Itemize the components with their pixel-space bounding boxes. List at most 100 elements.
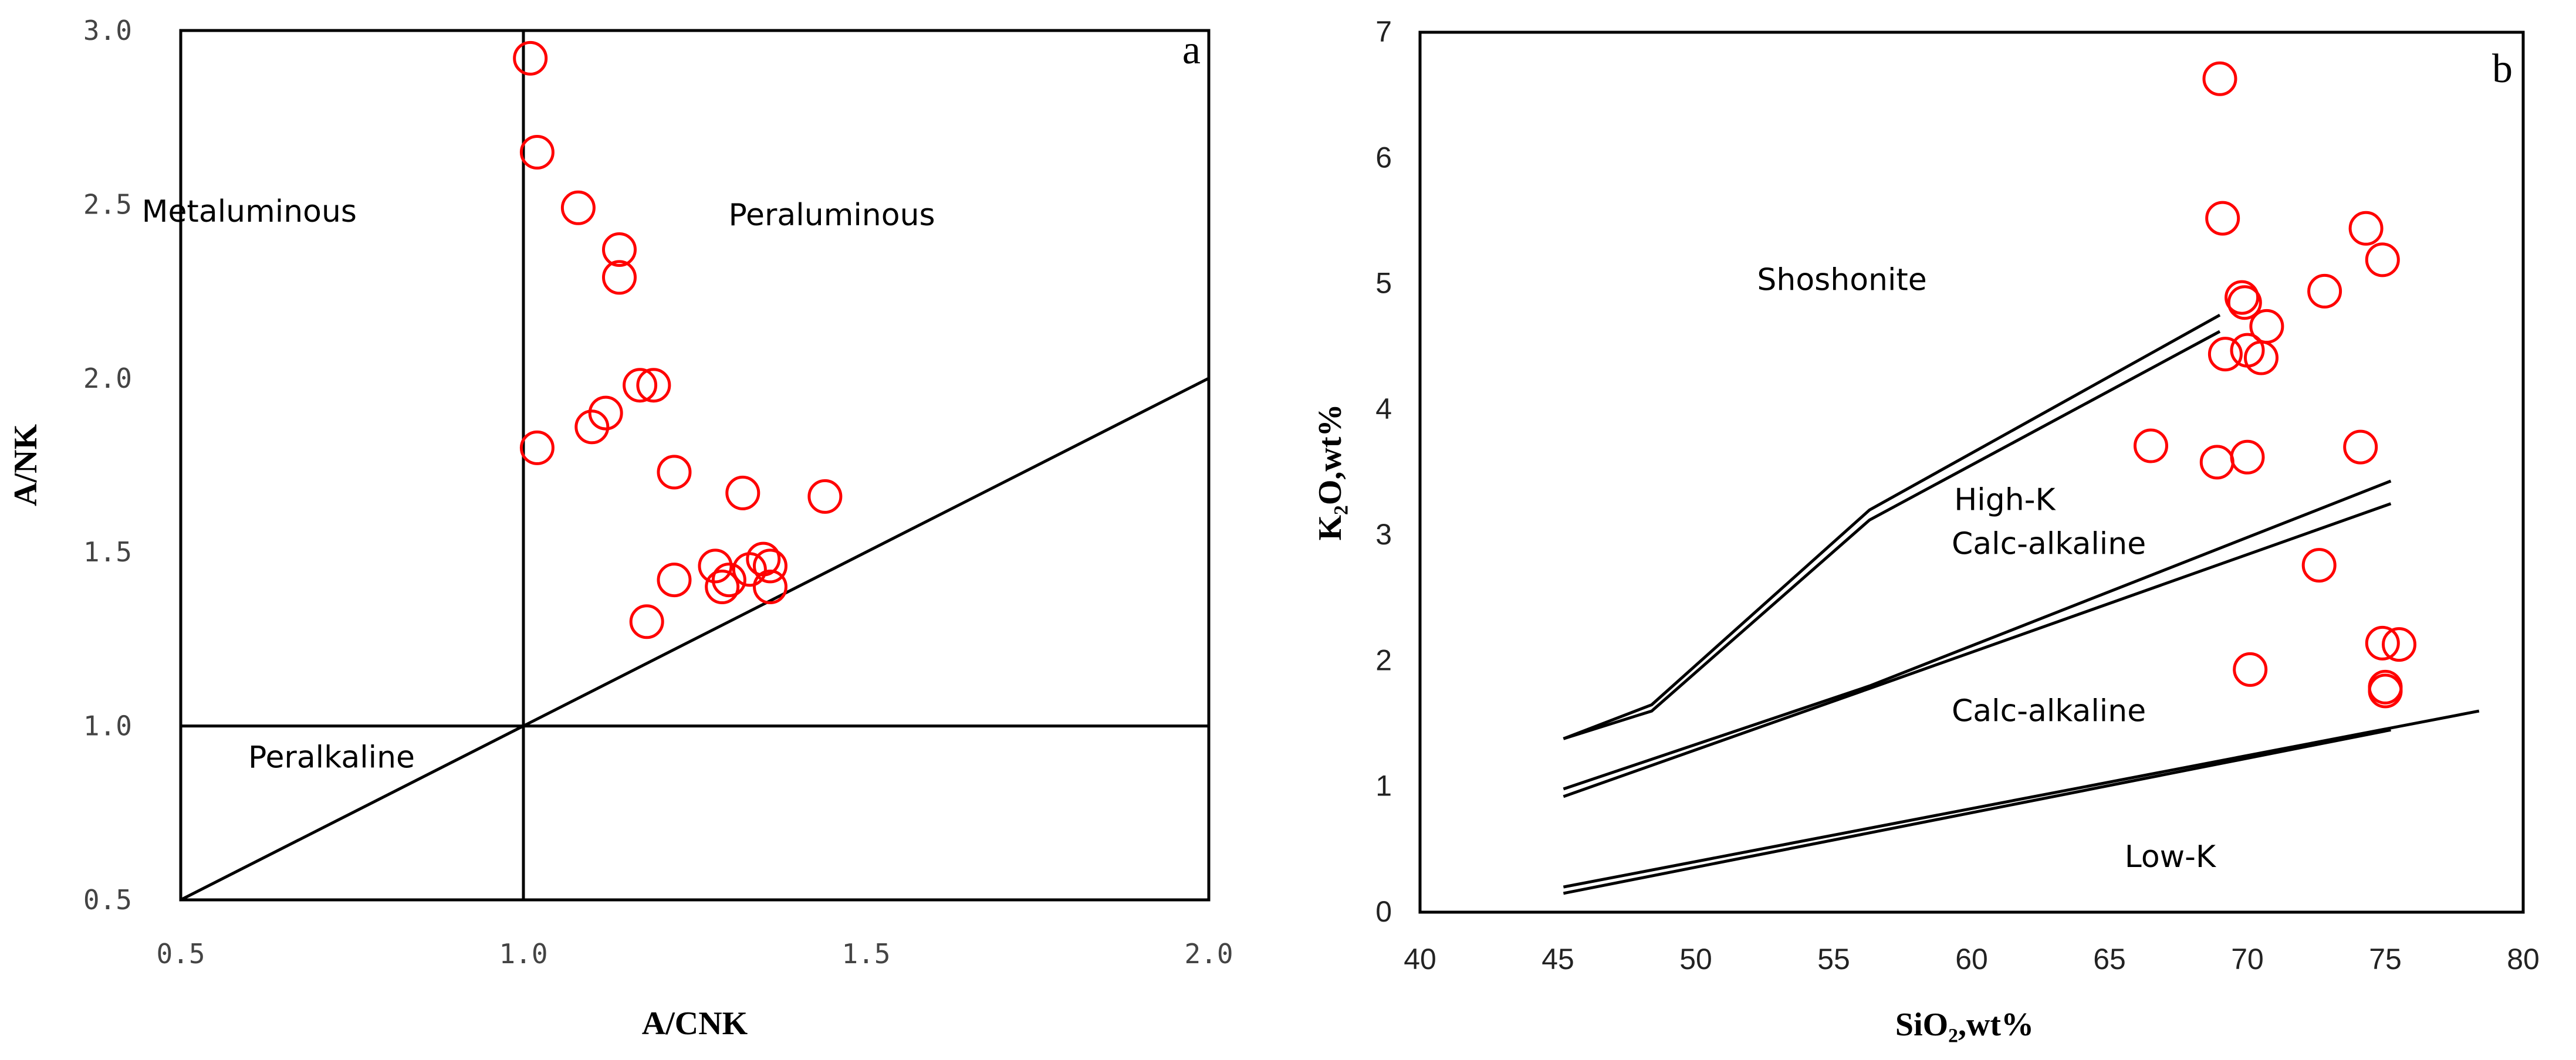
data-point (560, 190, 596, 225)
panel-a-y-tick-labels: 0.5 1.0 1.5 2.0 2.5 3.0 (83, 15, 132, 916)
data-point (2227, 285, 2262, 320)
x-tick-label: 80 (2507, 943, 2540, 976)
panel-a-chart: 0.5 1.0 1.5 2.0 0.5 1.0 1.5 2.0 2.5 3.0 Metalumi… (8, 15, 1233, 1042)
panel-a-x-axis-title: A/CNK (642, 1005, 748, 1042)
y-tick-label: 6 (1375, 141, 1392, 174)
x-tick-label: 60 (1955, 943, 1988, 976)
panel-b-y-axis-title: K₂O,wt% (1312, 404, 1348, 541)
x-tick-label: 40 (1404, 943, 1436, 976)
data-point (2365, 242, 2400, 277)
x-tick-label: 75 (2369, 943, 2402, 976)
y-tick-label: 5 (1375, 267, 1392, 300)
data-point (574, 409, 610, 445)
x-tick-label: 70 (2231, 943, 2264, 976)
panel-b-region-labels: Shoshonite High-K Calc-alkaline Calc-alkali… (1757, 262, 2217, 875)
x-tick-label: 0.5 (156, 938, 205, 970)
reference-line-shoshonite-boundary-1 (1563, 313, 2221, 740)
data-point (2205, 201, 2240, 236)
x-tick-label: 2.0 (1184, 938, 1233, 970)
data-point (698, 548, 733, 584)
x-tick-label: 65 (2093, 943, 2126, 976)
reference-line-low-k-boundary-2 (1563, 728, 2391, 895)
data-point (746, 541, 781, 577)
panel-a-data-points (513, 40, 843, 639)
data-point (602, 260, 637, 295)
y-tick-label: 2.5 (83, 188, 132, 220)
region-label: Peraluminous (729, 198, 935, 233)
data-point (2207, 337, 2243, 372)
data-point (2343, 429, 2378, 465)
data-point (807, 479, 843, 514)
data-point (2368, 673, 2403, 709)
panel-b-plot-frame (1418, 31, 2525, 914)
region-label: High-K (1954, 482, 2056, 517)
y-tick-label: 7 (1375, 15, 1392, 48)
reference-line-low-k-boundary-1 (1563, 709, 2480, 889)
data-point (2199, 445, 2234, 480)
data-point (705, 570, 740, 604)
data-point (2301, 548, 2337, 583)
x-tick-label: 1.5 (841, 938, 890, 970)
reference-line-high-k-boundary-1 (1563, 479, 2392, 791)
data-point (2348, 211, 2384, 246)
region-label: Peralkaline (248, 740, 415, 775)
panel-a-region-labels: Metaluminous Peraluminous Peralkaline (142, 194, 935, 775)
y-tick-label: 0.5 (83, 884, 132, 916)
data-point (711, 563, 746, 598)
y-tick-label: 1.5 (83, 536, 132, 568)
reference-line-A/NK=A/CNK (180, 377, 1210, 902)
data-point (2382, 627, 2416, 662)
panel-b-letter: b (2492, 46, 2513, 92)
data-point (636, 368, 671, 403)
reference-line-shoshonite-boundary-2 (1563, 330, 2221, 740)
region-label: Low-K (2125, 839, 2217, 875)
data-point (2225, 280, 2260, 315)
x-tick-label: 1.0 (499, 938, 547, 970)
data-point (513, 40, 548, 76)
data-point (2202, 61, 2237, 96)
region-label: Calc-alkaline (1952, 693, 2146, 729)
y-tick-label: 2 (1375, 644, 1392, 676)
data-point (602, 232, 637, 267)
x-tick-label: 45 (1541, 943, 1574, 976)
data-point (2233, 652, 2268, 687)
y-tick-label: 2.0 (83, 363, 132, 394)
data-point (2244, 340, 2278, 375)
panel-b-y-tick-labels: 0 1 2 3 4 5 6 7 (1375, 15, 1392, 928)
data-point (519, 135, 555, 170)
panel-b-x-axis-title: SiO₂,wt% (1895, 1007, 2034, 1043)
data-point (588, 395, 623, 431)
panel-b-reference-lines (1563, 313, 2480, 895)
panel-a-x-tick-labels: 0.5 1.0 1.5 2.0 (156, 938, 1233, 970)
region-label: Shoshonite (1757, 262, 1926, 297)
data-point (519, 430, 555, 465)
y-tick-label: 3 (1375, 518, 1392, 551)
data-point (753, 548, 787, 584)
reference-line-high-k-boundary-2 (1563, 502, 2392, 798)
data-point (657, 563, 692, 598)
region-label: Metaluminous (142, 194, 357, 229)
panel-a-y-axis-title: A/NK (8, 424, 44, 506)
panel-a-letter: a (1182, 28, 1201, 73)
panel-a-reference-lines (180, 31, 1210, 902)
panel-a-plot-frame (179, 29, 1211, 902)
panel-b-x-tick-labels: 40 45 50 55 60 65 70 75 80 (1404, 943, 2540, 976)
panel-b-data-points (2134, 61, 2416, 709)
data-point (2307, 273, 2342, 309)
data-point (2134, 428, 2168, 463)
data-point (725, 475, 760, 510)
data-point (753, 570, 787, 604)
data-point (2230, 439, 2265, 475)
x-tick-label: 50 (1679, 943, 1712, 976)
data-point (2365, 625, 2400, 661)
data-point (657, 455, 692, 490)
y-tick-label: 1 (1375, 770, 1392, 802)
y-tick-label: 1.0 (83, 710, 132, 742)
y-tick-label: 4 (1375, 392, 1392, 425)
y-tick-label: 3.0 (83, 15, 132, 46)
region-label: Calc-alkaline (1952, 526, 2146, 561)
data-point (629, 604, 664, 639)
y-tick-label: 0 (1375, 895, 1392, 928)
